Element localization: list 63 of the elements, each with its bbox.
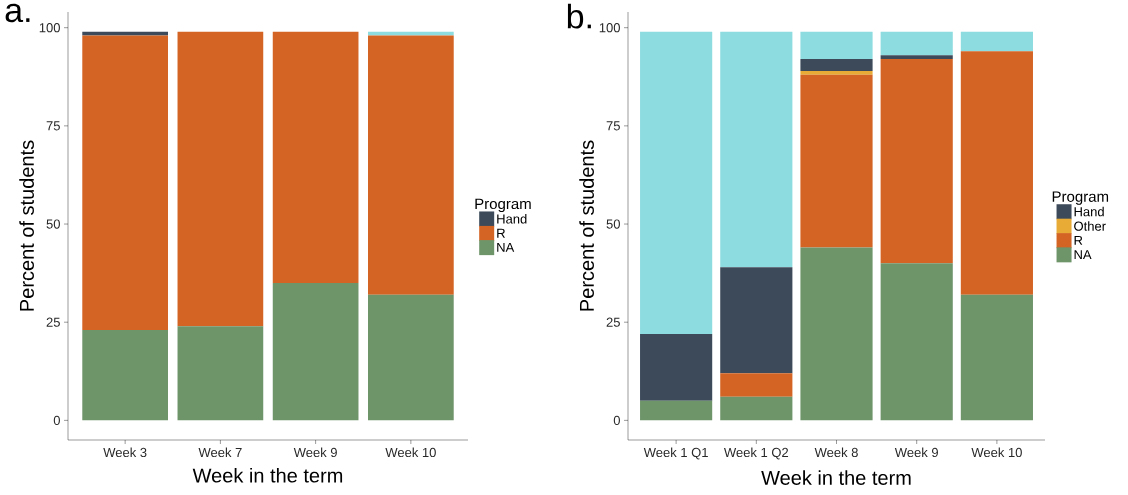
bar [640,400,713,421]
x-axis-title: Week in the term [761,470,911,485]
bar [880,55,953,60]
x-tick-label: Week 10 [385,447,436,458]
bar [82,330,168,421]
legend-label: Hand [1074,206,1104,217]
x-tick-label: Week 8 [814,447,858,458]
bar [800,59,873,71]
y-tick-label: 50 [606,219,620,229]
x-tick-label: Week 10 [971,447,1022,458]
y-tick-label: 100 [599,23,620,33]
legend-label: R [1074,235,1083,245]
y-tick-label: 50 [46,219,60,229]
x-tick-label: Week 7 [198,447,242,458]
y-axis-title: Percent of students [579,140,594,311]
bar [272,282,359,421]
bar [880,31,953,56]
bar [720,396,793,421]
x-tick-label: Week 1 Q1 [643,447,708,460]
bar [177,326,264,421]
bar [880,263,953,421]
bar [960,31,1033,52]
x-axis-title: Week in the term [192,467,343,483]
bar [272,31,359,283]
y-tick-label: 25 [46,317,60,327]
bar [800,74,873,248]
bar [880,59,953,264]
bar [960,294,1033,421]
bar [640,31,713,334]
legend-label: R [497,228,505,238]
bar [177,31,264,327]
legend-label: NA [1074,250,1092,260]
bar [720,373,793,397]
bar [368,294,454,421]
bar [960,51,1033,295]
legend-title: Program [1052,191,1109,205]
y-tick-label: 0 [53,415,60,425]
legend-label: NA [497,242,515,252]
bar [720,31,793,268]
x-tick-label: Week 9 [894,447,938,458]
x-tick-label: Week 9 [293,447,337,458]
bar [368,31,454,36]
bar [800,247,873,421]
bar [800,31,873,60]
bar [82,31,168,36]
y-tick-label: 75 [46,121,60,131]
legend-label: Hand [497,214,527,224]
bar [368,35,454,295]
y-tick-label: 75 [606,121,620,131]
bar [640,333,713,401]
bar [82,35,168,331]
legend-label: Other [1074,221,1106,231]
text: b. [567,3,591,29]
bar [720,267,793,374]
y-tick-label: 0 [613,415,620,425]
y-axis-title: Percent of students [19,140,34,311]
x-tick-label: Week 1 Q2 [723,447,789,460]
y-tick-label: 100 [39,23,60,33]
x-tick-label: Week 3 [103,447,147,458]
bar [800,70,873,75]
text: a. [5,3,30,23]
legend-title: Program [475,198,531,213]
y-tick-label: 25 [606,317,620,327]
